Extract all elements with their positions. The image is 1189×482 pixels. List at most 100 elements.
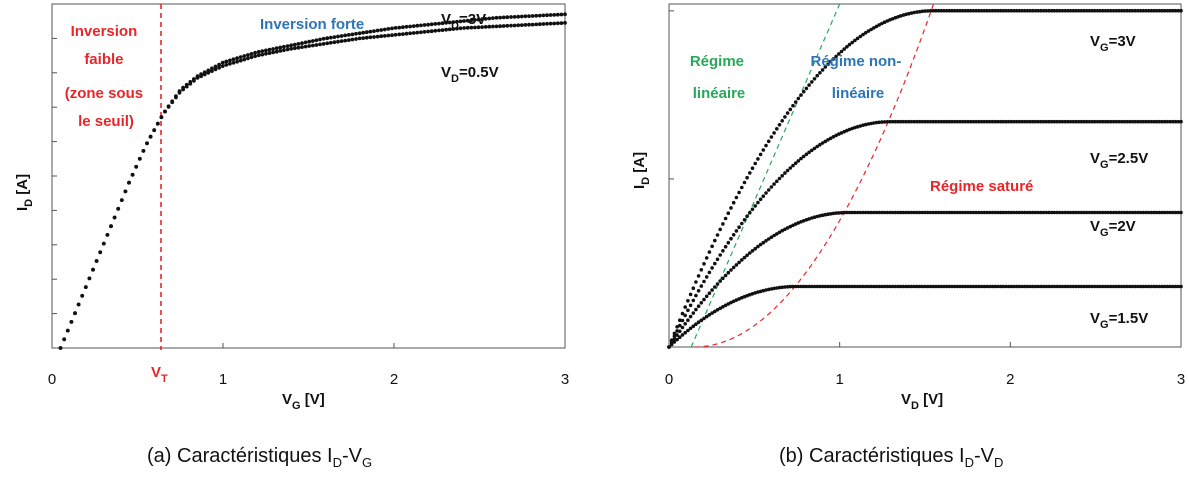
data-point [1109,8,1113,13]
data-point [1060,119,1065,124]
data-point [1044,284,1049,289]
data-point [904,119,908,124]
data-point [541,22,546,26]
data-point [1047,8,1051,13]
data-point [541,13,546,18]
data-point [734,263,739,267]
data-point [62,337,67,342]
data-point [928,210,933,215]
data-point [812,284,817,289]
data-point [455,19,459,24]
data-point [174,95,178,100]
data-point [433,28,438,33]
data-point [483,25,488,29]
data-point [920,119,925,124]
data-point [785,226,790,230]
data-point [823,212,828,217]
data-point [1152,8,1156,13]
data-point [1122,210,1127,215]
data-point [850,284,854,289]
data-point [1079,284,1084,289]
data-point [1154,119,1159,124]
data-point [947,119,952,124]
data-point [498,15,502,20]
data-point [710,288,714,292]
data-point [1082,8,1086,13]
data-point [494,15,499,20]
series-label-vg2: VG=2V [1090,218,1136,239]
data-point [696,289,701,293]
data-point [1057,210,1062,215]
data-point [314,38,319,43]
data-point [1001,284,1005,289]
data-point [1047,119,1051,124]
data-point [1028,284,1032,289]
data-point [855,210,860,215]
data-point [1014,284,1019,289]
data-point [731,299,736,304]
data-point [963,210,968,215]
data-point [109,224,113,229]
data-point [688,314,693,319]
data-point [740,221,744,226]
data-point [923,119,927,124]
data-point [858,284,863,289]
data-point [963,8,968,13]
data-point [971,8,976,13]
data-point [509,23,513,28]
data-point [718,253,722,257]
data-point [936,210,941,215]
data-point [1111,210,1116,215]
data-point [858,34,863,39]
data-point [419,30,423,35]
data-point [907,284,911,289]
data-point [1179,284,1183,289]
data-point [971,284,976,289]
data-point [285,44,290,48]
data-point [979,119,984,124]
data-point [1063,8,1067,13]
data-point [982,210,987,215]
data-point [130,172,135,177]
data-point [155,121,160,126]
data-point [971,119,976,124]
data-point [447,20,452,25]
data-point [799,156,803,161]
data-point [1014,210,1019,215]
data-point [1128,210,1132,215]
data-point [702,297,706,302]
data-point [505,23,510,28]
data-point [1149,210,1154,215]
data-point [1047,284,1051,289]
data-point [1130,284,1135,289]
data-point [1138,210,1143,215]
data-point [1109,119,1113,124]
data-point [1144,8,1148,13]
data-point [718,279,722,283]
x-tick-label-right: 3 [1177,371,1185,388]
saturated-region-label: Régime saturé [930,178,1033,195]
data-point [188,81,193,86]
nonlinear-region-label: Régime non- linéaire [810,53,905,102]
data-point [224,63,229,67]
data-point [364,35,369,40]
data-point [704,275,709,279]
data-point [1160,119,1164,124]
data-point [1154,210,1159,215]
data-point [737,190,741,195]
data-point [675,325,679,329]
data-point [1125,284,1129,289]
data-point [688,326,693,331]
data-point [675,337,679,342]
data-point [866,284,871,289]
data-point [343,33,348,38]
data-point [769,135,774,139]
data-point [831,211,836,216]
data-point [904,12,908,17]
data-point [788,107,793,112]
data-point [699,301,704,305]
data-point [863,122,868,127]
strong-inversion-label: Inversion forte [260,16,364,33]
data-point [839,210,844,215]
data-point [898,14,903,18]
